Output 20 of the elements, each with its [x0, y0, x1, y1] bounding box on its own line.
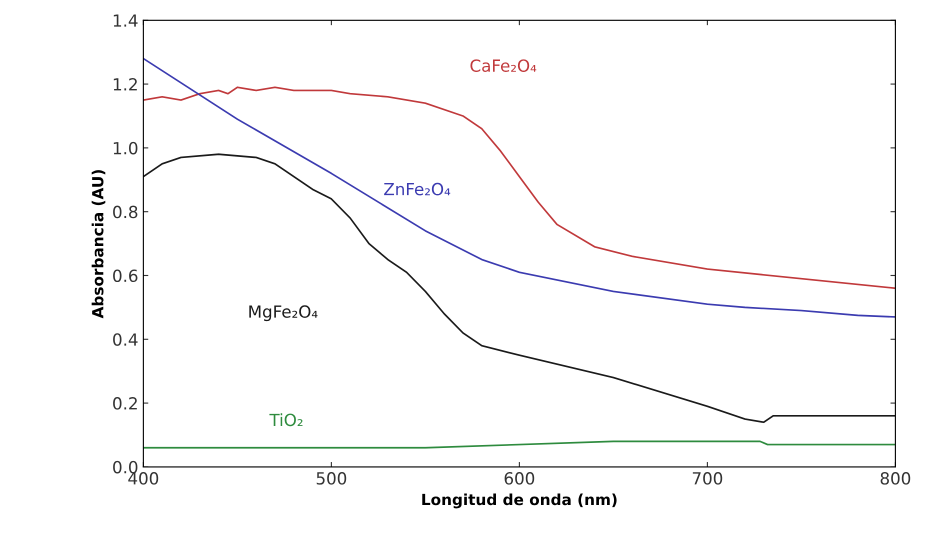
text: MgFe₂O₄	[249, 305, 318, 322]
y-tick-label: 0.4	[113, 333, 138, 346]
y-tick-label: 0.8	[113, 206, 138, 218]
x-tick-label: 700	[692, 472, 722, 485]
x-tick-label: 600	[504, 472, 534, 485]
series-label: ZnFe₂O₄	[384, 182, 450, 196]
x-tick-label: 500	[316, 472, 346, 485]
y-axis-title: Absorbancia (AU)	[92, 170, 106, 318]
x-tick-label: 800	[880, 472, 910, 485]
y-tick-label: 1.2	[114, 78, 137, 90]
y-tick-label: 1.0	[114, 142, 138, 154]
line-series	[143, 86, 896, 290]
y-tick-label: 0.0	[113, 460, 138, 474]
series-label: TiO₂	[269, 413, 302, 426]
x-axis-title: Longitud de onda (nm)	[422, 493, 617, 508]
y-tick-label: 1.4	[114, 14, 138, 27]
y-tick-label: 0.6	[113, 269, 138, 282]
x-tick-label: 400	[128, 472, 158, 485]
text: CaFe₂O₄	[470, 59, 536, 72]
y-tick-label: 0.2	[113, 397, 137, 410]
